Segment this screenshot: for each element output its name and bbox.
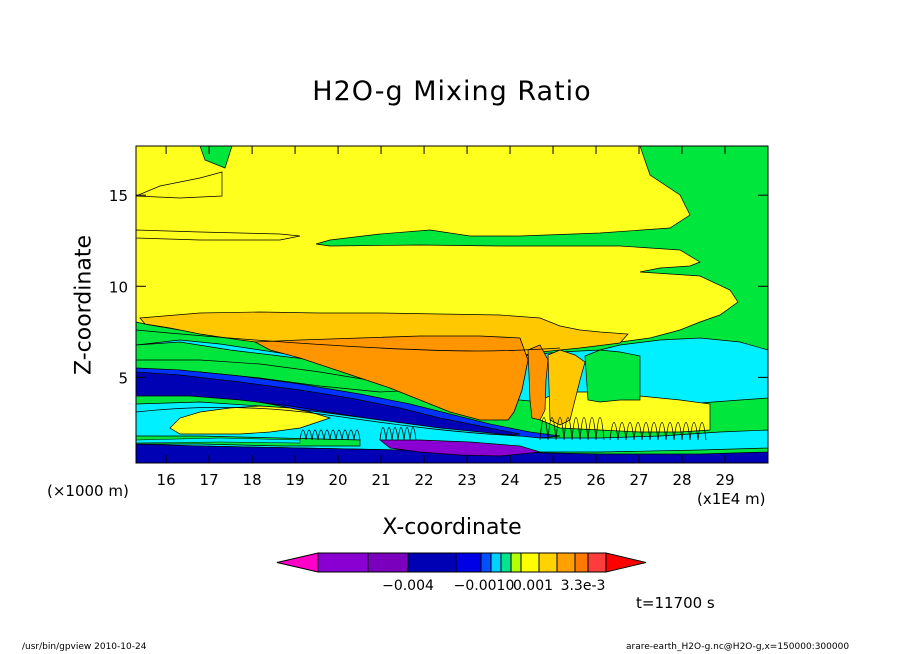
band-purple-bottom <box>379 439 541 457</box>
colorbar-swatch <box>556 552 576 573</box>
footer-left-text: /usr/bin/gpview 2010-10-24 <box>22 642 147 652</box>
band-cyan-strip-bottom <box>136 437 301 444</box>
plot-area <box>136 146 768 463</box>
x-tick-label: 18 <box>243 471 262 489</box>
band-yellow-left-strip <box>136 229 301 241</box>
x-tick-label: 29 <box>715 471 734 489</box>
colorbar-swatch <box>520 552 540 573</box>
colorbar-swatch <box>367 552 409 573</box>
plot-frame <box>135 145 769 464</box>
x-tick-label: 21 <box>372 471 391 489</box>
y-tick-label: 15 <box>109 187 128 205</box>
x-tick-label: 28 <box>672 471 691 489</box>
y-tick-label: 10 <box>109 278 128 296</box>
colorbar-right-arrow <box>605 552 647 573</box>
x-tick-label: 27 <box>629 471 648 489</box>
colorbar-swatch <box>407 552 457 573</box>
x-unit-left-label: (×1000 m) <box>47 482 129 500</box>
colorbar-swatch <box>455 552 482 573</box>
footer-right-text: arare-earth_H2O-g.nc@H2O-g,x=150000:3000… <box>626 642 850 652</box>
colorbar-swatch <box>538 552 558 573</box>
x-axis-ticks: 16 17 18 19 20 21 22 23 24 25 26 27 28 29 <box>157 146 735 489</box>
y-tick-label: 5 <box>118 369 128 387</box>
colorbar-swatch <box>587 552 607 573</box>
x-axis-label: X-coordinate <box>382 515 522 540</box>
x-unit-right-label: (x1E4 m) <box>697 490 766 508</box>
band-yellow-lower <box>169 405 332 435</box>
colorbar-label: 0.001 <box>513 578 553 594</box>
colorbar-swatch <box>510 552 522 573</box>
x-tick-label: 24 <box>500 471 519 489</box>
colorbar-swatch <box>500 552 512 573</box>
band-orange-plumes <box>527 344 549 421</box>
x-tick-label: 19 <box>286 471 305 489</box>
band-green-column <box>584 349 641 403</box>
colorbar-label: −0.004 <box>382 578 434 594</box>
x-tick-label: 25 <box>543 471 562 489</box>
colorbar-swatch <box>490 552 502 573</box>
band-light-orange-plumes <box>547 349 586 426</box>
time-label: t=11700 s <box>636 594 715 612</box>
band-orange <box>253 335 529 421</box>
x-tick-label: 26 <box>586 471 605 489</box>
colorbar-swatch <box>480 552 492 573</box>
colorbar-swatch <box>574 552 589 573</box>
colorbar-swatch <box>317 552 369 573</box>
x-tick-label: 16 <box>157 471 176 489</box>
x-tick-label: 22 <box>415 471 434 489</box>
band-yellow-top-left <box>136 171 223 199</box>
x-tick-label: 23 <box>458 471 477 489</box>
x-tick-label: 20 <box>329 471 348 489</box>
colorbar-left-arrow <box>276 552 319 573</box>
contour-oscillations <box>136 329 707 441</box>
x-tick-label: 17 <box>200 471 219 489</box>
chart-title: H2O-g Mixing Ratio <box>312 76 592 107</box>
y-axis-ticks: 5 10 15 <box>109 187 768 387</box>
colorbar-label: −0.0010 <box>454 578 515 594</box>
colorbar-label: 3.3e-3 <box>561 578 606 594</box>
